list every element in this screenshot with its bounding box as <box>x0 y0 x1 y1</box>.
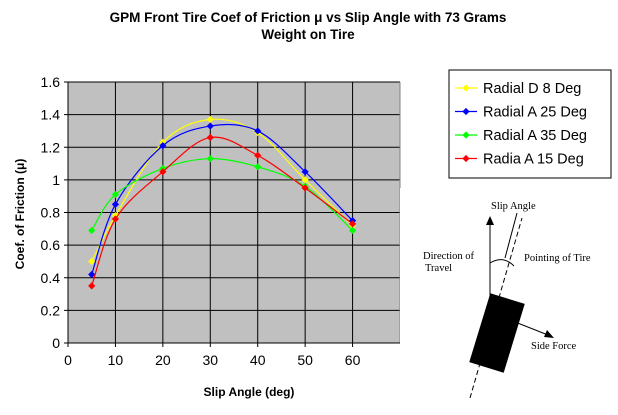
pointing-of-tire-label: Pointing of Tire <box>524 253 591 264</box>
data-point <box>159 142 167 150</box>
legend-swatch-marker <box>462 84 470 92</box>
x-tick-label: 10 <box>108 352 124 368</box>
y-tick-label: 0 <box>52 335 60 351</box>
legend-swatch-marker <box>462 131 470 139</box>
data-point <box>88 282 96 290</box>
legend-entry: Radial A 25 Deg <box>483 105 587 121</box>
side-force-arrow <box>504 317 549 336</box>
slip-angle-leader <box>504 212 518 259</box>
legend: Radial D 8 Deg Radial A 25 Deg Radial A 35… <box>448 69 612 179</box>
legend-swatch-marker <box>462 107 470 116</box>
y-tick-label: 0.4 <box>41 270 61 286</box>
data-point <box>206 155 214 163</box>
x-tick-label: 20 <box>155 352 171 368</box>
y-tick-label: 0.8 <box>41 205 61 221</box>
data-point <box>348 226 357 235</box>
data-point <box>254 163 262 171</box>
data-point <box>111 200 120 208</box>
data-point <box>254 127 262 135</box>
y-axis-label: Coef. of Friction (μ) <box>13 159 27 270</box>
data-point <box>111 190 120 199</box>
data-point <box>206 133 214 142</box>
x-tick-label: 0 <box>64 352 72 368</box>
data-point <box>88 270 96 279</box>
y-tick-label: 0.2 <box>41 302 61 318</box>
y-tick-label: 1.6 <box>41 74 61 90</box>
data-point <box>88 226 96 235</box>
data-point <box>301 184 309 192</box>
tire-pointing-line <box>469 217 523 399</box>
series-group <box>88 115 357 290</box>
x-tick-label: 60 <box>345 352 361 368</box>
data-point <box>159 168 167 176</box>
data-point <box>111 215 120 223</box>
legend-swatch-marker <box>462 154 470 163</box>
x-tick-label: 40 <box>250 352 266 368</box>
direction-arrowhead-icon <box>486 216 494 225</box>
data-point <box>301 168 309 176</box>
x-tick-label: 30 <box>202 352 218 368</box>
series-3 <box>88 133 357 290</box>
data-point <box>206 115 214 124</box>
axes <box>64 81 400 347</box>
y-tick-label: 1 <box>52 172 60 188</box>
y-tick-label: 0.6 <box>41 237 61 253</box>
legend-entry: Radial A 35 Deg <box>483 128 587 144</box>
x-tick-label: 50 <box>297 352 313 368</box>
side-force-arrowhead-icon <box>544 330 554 338</box>
slip-angle-label: Slip Angle <box>491 201 536 212</box>
data-point <box>206 122 214 130</box>
tick-labels: 0 0.2 0.4 0.6 0.8 1 1.2 1.4 1.6 0 10 20 30 40 50 60 <box>41 74 361 368</box>
slip-angle-diagram: Slip Angle Direction of Travel Pointing … <box>400 188 618 415</box>
chart-title-line-1: GPM Front Tire Coef of Friction μ vs Sli… <box>110 10 507 25</box>
data-point <box>254 151 262 160</box>
side-force-label: Side Force <box>531 341 577 352</box>
tire-shape <box>469 293 525 373</box>
x-axis-label: Slip Angle (deg) <box>204 385 295 399</box>
legend-entry: Radia A 15 Deg <box>483 152 584 168</box>
direction-label-line-2: Travel <box>425 263 452 274</box>
legend-entry: Radial D 8 Deg <box>483 81 581 97</box>
data-point <box>348 220 357 228</box>
slip-angle-arc <box>489 259 515 267</box>
direction-label-line-1: Direction of <box>423 251 475 262</box>
y-tick-label: 1.2 <box>41 139 61 155</box>
data-point <box>88 257 96 266</box>
y-tick-label: 1.4 <box>41 107 61 123</box>
chart-title-line-2: Weight on Tire <box>261 27 355 42</box>
data-point <box>301 176 309 184</box>
